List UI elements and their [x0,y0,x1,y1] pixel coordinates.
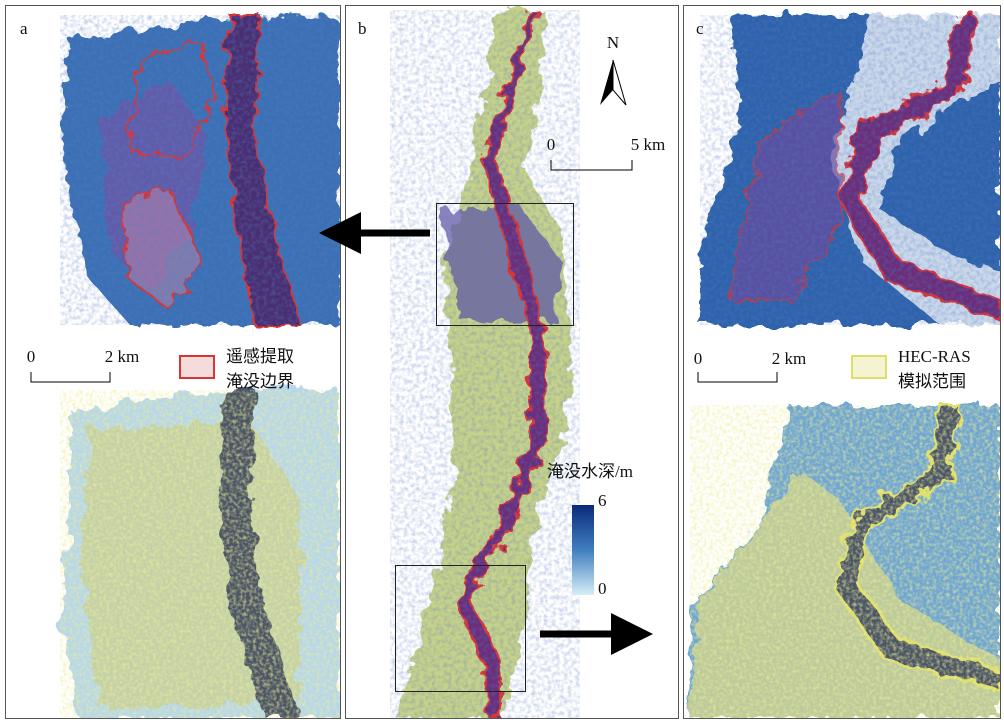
scale-label: 0 [27,347,36,366]
north-label: N [607,33,619,52]
scale-bar [31,372,110,382]
texture [690,405,1000,718]
colorbar [572,505,594,595]
texture [700,15,1000,325]
texture [60,15,340,325]
scale-label: 2 km [772,349,806,368]
figure: a b c 0 2 km 遥感提取 淹没边界 N 0 5 km 淹没水深/m 6… [0,0,1004,723]
north-arrow [613,60,626,105]
colorbar-label: 0 [598,579,607,598]
legend-text: 遥感提取 [226,347,294,366]
texture [390,10,580,718]
legend-text: 淹没边界 [226,372,294,391]
scale-bar [698,372,777,382]
colorbar-label: 6 [598,491,607,510]
map-b [390,10,580,718]
scale-label: 2 km [105,347,139,366]
legend-text: 模拟范围 [898,372,966,391]
colorbar-title: 淹没水深/m [547,462,633,481]
panel-label: b [358,19,367,38]
scale-label: 0 [547,135,556,154]
scale-label: 0 [694,349,703,368]
scale-label: 5 km [631,135,665,154]
panel-label: a [20,19,28,38]
texture [60,390,340,718]
legend-text: HEC-RAS [898,347,971,366]
north-arrow [600,60,613,105]
legend-swatch [852,356,886,378]
legend-swatch [180,356,214,378]
map-c [690,15,1000,718]
panel-label: c [696,19,704,38]
